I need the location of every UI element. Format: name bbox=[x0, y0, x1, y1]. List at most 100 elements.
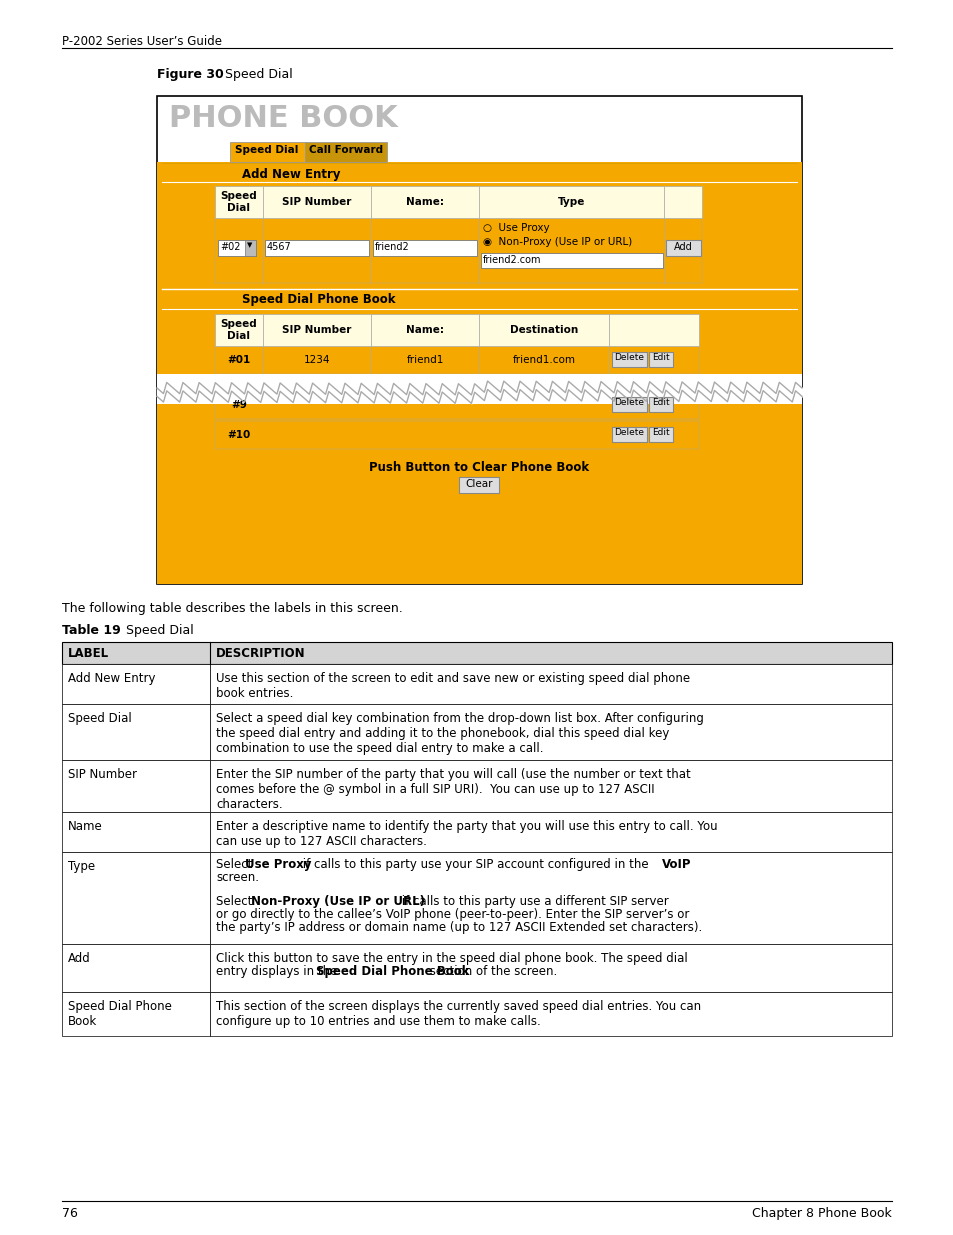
Text: friend1: friend1 bbox=[406, 354, 443, 366]
Text: #10: #10 bbox=[227, 430, 251, 440]
Text: Name: Name bbox=[68, 820, 103, 832]
Text: Clear: Clear bbox=[465, 479, 493, 489]
Text: screen.: screen. bbox=[215, 871, 258, 884]
Text: Type: Type bbox=[558, 198, 584, 207]
Bar bbox=[371, 314, 478, 346]
Bar bbox=[612, 396, 646, 412]
Text: Chapter 8 Phone Book: Chapter 8 Phone Book bbox=[752, 1207, 891, 1220]
Bar bbox=[245, 240, 255, 256]
Text: Edit: Edit bbox=[652, 398, 669, 408]
Text: LABEL: LABEL bbox=[68, 647, 109, 659]
Bar bbox=[665, 240, 700, 256]
Text: This section of the screen displays the currently saved speed dial entries. You : This section of the screen displays the … bbox=[215, 1000, 700, 1028]
Text: Type: Type bbox=[68, 860, 95, 873]
Text: Add New Entry: Add New Entry bbox=[68, 672, 155, 685]
Text: Select: Select bbox=[215, 858, 255, 871]
Bar bbox=[265, 240, 369, 256]
Bar bbox=[648, 352, 672, 367]
Text: ▼: ▼ bbox=[247, 242, 253, 248]
Text: Name:: Name: bbox=[406, 325, 443, 335]
Text: Figure 30: Figure 30 bbox=[157, 68, 224, 82]
Text: friend2: friend2 bbox=[375, 242, 410, 252]
Text: Enter the SIP number of the party that you will call (use the number or text tha: Enter the SIP number of the party that y… bbox=[215, 768, 690, 811]
Text: Select: Select bbox=[215, 895, 259, 908]
Bar bbox=[62, 811, 210, 852]
Text: friend1.com: friend1.com bbox=[512, 354, 575, 366]
Text: Speed Dial Phone Book: Speed Dial Phone Book bbox=[315, 965, 469, 978]
Text: Enter a descriptive name to identify the party that you will use this entry to c: Enter a descriptive name to identify the… bbox=[215, 820, 717, 848]
Text: Table 19: Table 19 bbox=[62, 624, 121, 637]
Text: if calls to this party use a different SIP server: if calls to this party use a different S… bbox=[397, 895, 668, 908]
Bar bbox=[157, 162, 801, 584]
Bar bbox=[214, 421, 699, 450]
Text: DESCRIPTION: DESCRIPTION bbox=[215, 647, 305, 659]
Bar bbox=[214, 314, 263, 346]
Text: the party’s IP address or domain name (up to 127 ASCII Extended set characters).: the party’s IP address or domain name (u… bbox=[215, 921, 701, 934]
Bar bbox=[210, 811, 891, 852]
Bar bbox=[210, 944, 891, 992]
Text: #9: #9 bbox=[231, 400, 247, 410]
Bar bbox=[373, 240, 476, 256]
Bar bbox=[62, 664, 210, 704]
Text: SIP Number: SIP Number bbox=[282, 325, 352, 335]
Text: ○  Use Proxy: ○ Use Proxy bbox=[482, 224, 549, 233]
Bar bbox=[210, 992, 891, 1036]
Bar bbox=[214, 346, 699, 374]
Text: #01: #01 bbox=[227, 354, 251, 366]
Text: SIP Number: SIP Number bbox=[68, 768, 137, 781]
Bar bbox=[157, 374, 801, 404]
Text: Delete: Delete bbox=[614, 353, 643, 362]
Text: Call Forward: Call Forward bbox=[309, 144, 383, 156]
Bar bbox=[157, 96, 801, 584]
Bar bbox=[62, 704, 210, 760]
Text: if calls to this party use your SIP account configured in the: if calls to this party use your SIP acco… bbox=[298, 858, 652, 871]
Text: Delete: Delete bbox=[614, 429, 643, 437]
Text: entry displays in the: entry displays in the bbox=[215, 965, 341, 978]
Text: VoIP: VoIP bbox=[661, 858, 691, 871]
Text: Name:: Name: bbox=[406, 198, 443, 207]
Text: Add: Add bbox=[674, 242, 692, 252]
Bar bbox=[62, 852, 210, 944]
Text: Destination: Destination bbox=[509, 325, 578, 335]
Text: P-2002 Series User’s Guide: P-2002 Series User’s Guide bbox=[62, 35, 222, 48]
Text: 4567: 4567 bbox=[267, 242, 292, 252]
Text: Delete: Delete bbox=[614, 398, 643, 408]
Text: Push Button to Clear Phone Book: Push Button to Clear Phone Book bbox=[369, 461, 589, 474]
Bar bbox=[612, 352, 646, 367]
Bar bbox=[62, 642, 891, 664]
Bar bbox=[214, 186, 263, 219]
Text: Speed Dial: Speed Dial bbox=[113, 624, 193, 637]
Bar bbox=[459, 477, 499, 493]
Bar bbox=[305, 142, 387, 162]
Bar bbox=[230, 142, 305, 162]
Bar bbox=[62, 944, 210, 992]
Bar bbox=[214, 219, 701, 283]
Bar bbox=[648, 396, 672, 412]
Bar bbox=[263, 186, 371, 219]
Bar bbox=[608, 314, 699, 346]
Bar bbox=[371, 186, 478, 219]
Text: SIP Number: SIP Number bbox=[282, 198, 352, 207]
Text: #02: #02 bbox=[220, 242, 240, 252]
Bar bbox=[62, 760, 210, 811]
Text: Speed Dial Phone
Book: Speed Dial Phone Book bbox=[68, 1000, 172, 1028]
Text: 76: 76 bbox=[62, 1207, 78, 1220]
Bar bbox=[478, 186, 663, 219]
Bar bbox=[218, 240, 255, 256]
Text: PHONE BOOK: PHONE BOOK bbox=[169, 104, 397, 133]
Bar bbox=[210, 760, 891, 811]
Text: Select a speed dial key combination from the drop-down list box. After configuri: Select a speed dial key combination from… bbox=[215, 713, 703, 755]
Text: Speed
Dial: Speed Dial bbox=[220, 319, 257, 341]
Text: Speed Dial: Speed Dial bbox=[68, 713, 132, 725]
Text: Non-Proxy (Use IP or URL): Non-Proxy (Use IP or URL) bbox=[251, 895, 424, 908]
Text: Click this button to save the entry in the speed dial phone book. The speed dial: Click this button to save the entry in t… bbox=[215, 952, 687, 965]
Text: Use Proxy: Use Proxy bbox=[245, 858, 312, 871]
Text: Edit: Edit bbox=[652, 353, 669, 362]
Text: 1234: 1234 bbox=[303, 354, 330, 366]
Text: or go directly to the callee’s VoIP phone (peer-to-peer). Enter the SIP server’s: or go directly to the callee’s VoIP phon… bbox=[215, 908, 689, 921]
Bar bbox=[62, 992, 210, 1036]
Bar bbox=[480, 253, 662, 268]
Text: ◉  Non-Proxy (Use IP or URL): ◉ Non-Proxy (Use IP or URL) bbox=[482, 237, 632, 247]
Text: Speed Dial: Speed Dial bbox=[235, 144, 298, 156]
Text: Edit: Edit bbox=[652, 429, 669, 437]
